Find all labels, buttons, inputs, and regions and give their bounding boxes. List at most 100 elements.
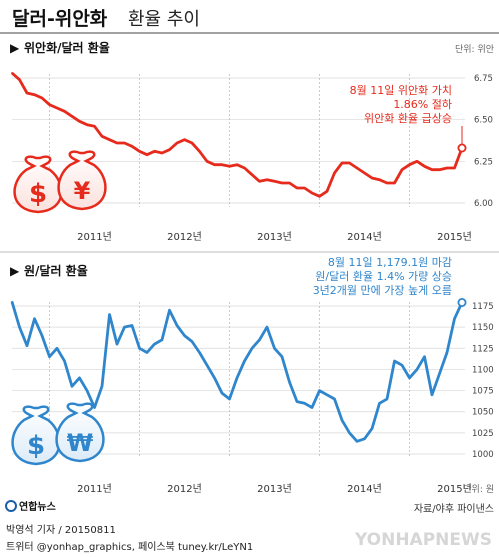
krw-data-point: [401, 364, 403, 367]
page-title: 달러-위안화: [12, 8, 108, 30]
cny-data-point: [33, 93, 36, 96]
krw-data-point: [378, 402, 381, 405]
krw-data-point: [371, 427, 373, 430]
cny-data-point: [86, 123, 88, 126]
cny-data-point: [138, 150, 141, 153]
krw-data-point: [281, 355, 283, 358]
krw-data-point: [41, 334, 43, 337]
cny-chart-marker: ▶: [10, 41, 20, 55]
won-money-bag-icon: ₩: [55, 402, 105, 463]
krw-x-tick-label: 2015년: [437, 483, 472, 495]
cny-x-axis: 2011년 2012년 2013년 2014년 2015년: [77, 231, 472, 243]
krw-data-point: [86, 389, 88, 392]
cny-data-point: [363, 172, 366, 174]
yonhap-logo-icon: [5, 500, 17, 512]
krw-annotation: 8월 11일 1,179.1원 마감 원/달러 환율 1.4% 가량 상승 3년…: [313, 255, 452, 297]
cny-data-point: [93, 125, 96, 128]
krw-annotation-line-2: 원/달러 환율 1.4% 가량 상승: [315, 270, 452, 283]
krw-data-point: [26, 344, 28, 347]
cny-x-tick-label: 2013년: [257, 231, 292, 243]
krw-x-tick-label: 2013년: [257, 483, 292, 495]
cny-data-point: [288, 182, 291, 184]
krw-data-point: [258, 338, 261, 341]
cny-data-point: [123, 142, 126, 144]
krw-data-point: [168, 309, 171, 312]
cny-data-point: [408, 163, 411, 166]
cny-data-point: [371, 177, 373, 179]
cny-data-point: [416, 160, 418, 163]
cny-data-point: [401, 168, 403, 171]
krw-x-tick-label: 2011년: [77, 483, 112, 495]
krw-data-point: [311, 406, 313, 409]
krw-chart-marker: ▶: [10, 264, 20, 278]
krw-unit-label: 단위: 원: [463, 484, 494, 495]
krw-data-point: [333, 398, 336, 400]
krw-data-points: [11, 297, 467, 443]
krw-data-point: [161, 338, 163, 341]
cny-data-point: [18, 78, 21, 81]
krw-y-axis: 1000 1025 1050 1075 1100 1125 1150 1175: [472, 302, 494, 460]
krw-data-point: [423, 355, 426, 358]
krw-data-point: [206, 364, 208, 367]
krw-data-point: [393, 360, 396, 362]
svg-text:¥: ¥: [74, 177, 91, 205]
krw-data-point: [138, 347, 141, 350]
krw-data-point: [348, 432, 351, 434]
cny-y-tick-label: 6.25: [474, 157, 493, 167]
krw-data-point: [273, 347, 276, 350]
cny-annotation: 8월 11일 위안화 가치 1.86% 절하 위안화 환율 급상승: [350, 83, 452, 125]
krw-data-point: [363, 437, 366, 440]
cny-y-axis: 6.00 6.25 6.50 6.75: [474, 74, 493, 209]
cny-data-point: [326, 190, 328, 193]
krw-data-point: [93, 406, 96, 409]
krw-data-point: [33, 317, 36, 320]
krw-data-point: [457, 297, 467, 307]
krw-data-point: [191, 340, 193, 343]
cny-data-point: [108, 138, 111, 141]
krw-x-tick-label: 2012년: [167, 483, 202, 495]
krw-data-point: [446, 351, 448, 354]
cny-data-point: [423, 165, 426, 168]
cny-data-point: [378, 178, 381, 181]
krw-data-point: [108, 313, 111, 316]
cny-data-point: [258, 180, 261, 183]
krw-data-point: [63, 360, 66, 362]
cny-data-point: [48, 103, 51, 106]
cny-data-point: [446, 167, 448, 169]
krw-data-point: [78, 377, 81, 379]
krw-y-tick-label: 1125: [472, 344, 494, 354]
cny-data-point: [131, 145, 133, 148]
krw-data-point: [408, 377, 411, 379]
cny-data-point: [318, 195, 321, 198]
cny-data-point: [438, 168, 441, 171]
cny-y-tick-label: 6.00: [474, 199, 493, 209]
krw-data-point: [116, 343, 118, 345]
krw-data-point: [153, 343, 156, 345]
cny-x-tick-label: 2014년: [347, 231, 382, 243]
cny-annotation-line-1: 8월 11일 위안화 가치: [350, 83, 452, 97]
krw-data-point: [416, 368, 418, 371]
krw-data-point: [288, 381, 291, 383]
krw-data-point: [326, 393, 328, 396]
krw-annotation-line-3: 3년2개월 만에 가장 높게 오름: [313, 284, 452, 297]
cny-y-tick-label: 6.50: [474, 116, 493, 126]
krw-data-point: [251, 347, 253, 350]
cny-data-point: [26, 92, 28, 94]
krw-data-point: [386, 398, 388, 400]
cny-data-point: [191, 142, 193, 144]
krw-data-point: [236, 377, 238, 379]
cny-data-points: [11, 72, 467, 198]
cny-unit-label: 단위: 위안: [455, 44, 494, 55]
cny-data-point: [296, 187, 298, 189]
krw-data-point: [356, 440, 358, 443]
krw-data-point: [213, 377, 216, 379]
cny-x-tick-label: 2011년: [77, 231, 112, 243]
cny-data-point: [431, 168, 433, 171]
cny-x-tick-label: 2015년: [437, 231, 472, 243]
cny-data-point: [71, 115, 73, 118]
krw-chart: ▶ 원/달러 환율 1000 1025 1050 1075 1100 1125 1150 11…: [10, 255, 494, 495]
krw-y-tick-label: 1025: [472, 429, 494, 439]
krw-data-point: [123, 326, 126, 328]
